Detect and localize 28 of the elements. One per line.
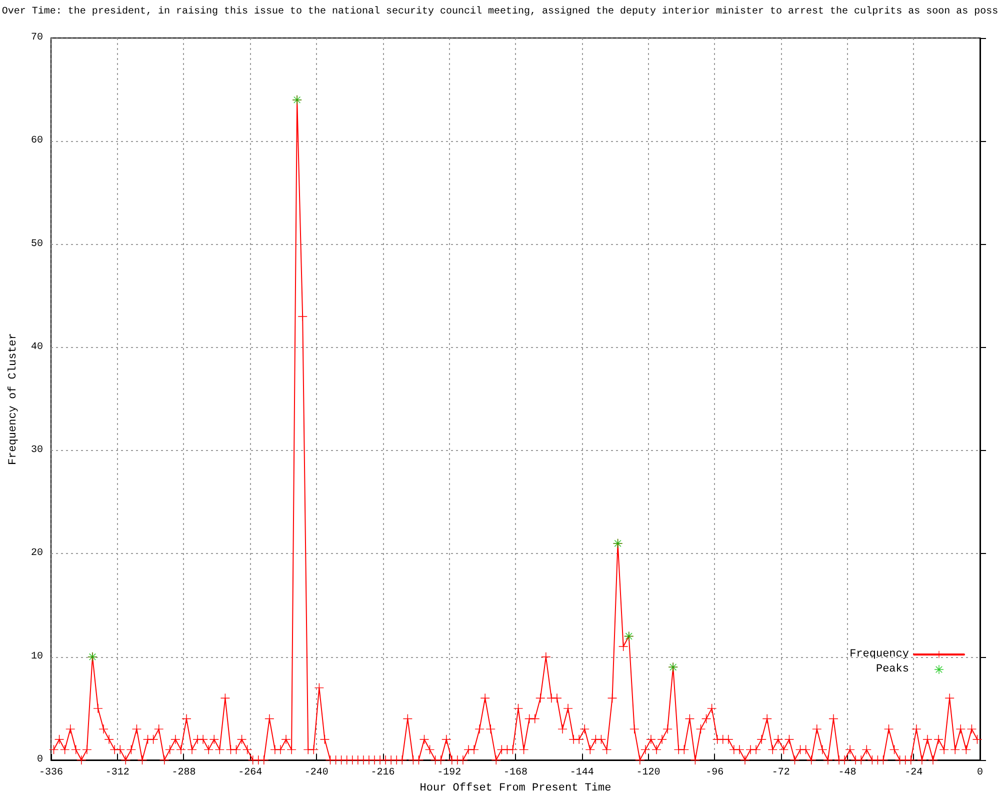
- y-tick-label: 10: [30, 651, 43, 662]
- y-tick-label: 40: [30, 342, 43, 353]
- y-tick-label: 30: [30, 445, 43, 456]
- y-tick-label: 60: [30, 136, 43, 147]
- y-axis-title: Frequency of Cluster: [8, 332, 20, 466]
- x-tick-label: -312: [105, 768, 130, 778]
- chart-title: Over Time: the president, in raising this issue to the national security council meeting, assigned the deputy interior minister to arrest the culprits as soon as poss: [2, 6, 998, 18]
- x-tick-label: -96: [706, 768, 724, 778]
- x-tick-label: -72: [772, 768, 790, 778]
- x-tick-label: -48: [838, 768, 856, 778]
- x-tick-label: -168: [503, 768, 528, 778]
- x-tick-label: 0: [976, 768, 984, 778]
- x-tick-label: -144: [570, 768, 594, 778]
- x-tick-label: -192: [437, 768, 462, 778]
- y-tick-label: 50: [30, 238, 43, 250]
- x-tick-label: -240: [304, 768, 328, 778]
- x-tick-label: -120: [636, 768, 660, 778]
- x-tick-label: -336: [38, 768, 64, 778]
- y-tick-label: 70: [30, 32, 43, 44]
- x-tick-label: -216: [370, 768, 395, 778]
- y-tick-label: 20: [30, 548, 43, 560]
- legend-label: Frequency: [850, 648, 910, 660]
- x-tick-label: -264: [238, 768, 262, 778]
- y-tick-label: 0: [36, 754, 43, 766]
- legend-label: Peaks: [876, 664, 909, 676]
- x-tick-label: -24: [904, 768, 923, 778]
- x-axis-title: Hour Offset From Present Time: [420, 782, 612, 794]
- x-tick-label: -288: [172, 768, 196, 778]
